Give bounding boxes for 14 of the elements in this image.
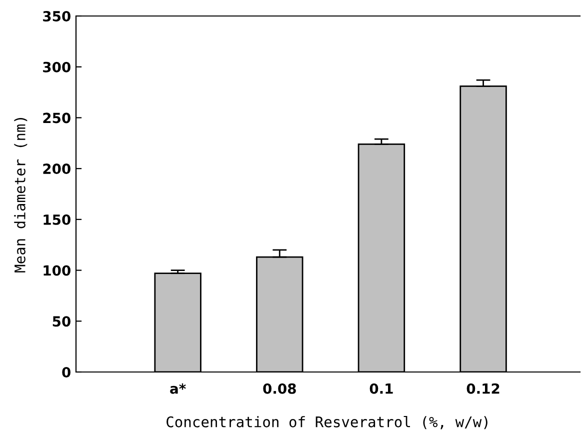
x-tick-label: 0.08	[263, 383, 296, 394]
y-tick-label: 250	[43, 112, 70, 124]
y-tick-label: 0	[62, 366, 70, 378]
y-axis-title: Mean diameter (nm)	[14, 118, 28, 272]
y-tick-label: 100	[44, 265, 70, 276]
x-tick-label: 0.12	[466, 383, 500, 394]
x-tick-label: 0.1	[370, 383, 393, 394]
x-tick-label: a*	[170, 383, 186, 394]
y-tick-label: 150	[44, 214, 70, 225]
y-tick-label: 50	[52, 316, 70, 327]
y-tick-label: 350	[43, 10, 70, 22]
y-tick-label: 300	[43, 62, 70, 72]
x-axis-title: Concentration of Resveratrol (%, w/w)	[166, 416, 488, 430]
y-tick-label: 200	[43, 164, 70, 174]
